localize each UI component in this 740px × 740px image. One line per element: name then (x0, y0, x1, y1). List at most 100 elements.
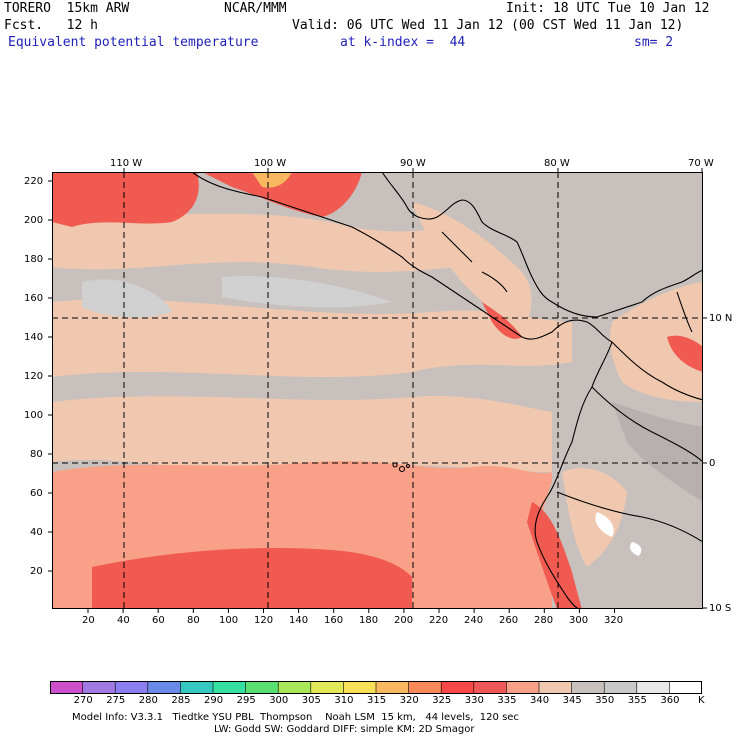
legend-unit: K (698, 695, 705, 706)
legend-label: 290 (204, 695, 224, 706)
legend-label: 340 (530, 695, 550, 706)
y-tick-80: 80 (30, 449, 43, 460)
coastline-pacific-central-america (191, 172, 613, 343)
lat-label-10s: 10 S (709, 603, 732, 614)
field-land-340-colombia (610, 282, 703, 402)
x-tick-180: 180 (359, 615, 379, 626)
y-tick-60: 60 (30, 488, 43, 499)
border-peru-brazil (591, 386, 703, 463)
map-frame (52, 172, 703, 609)
smoothing-label: sm= 2 (634, 35, 674, 50)
legend-swatch (278, 681, 312, 694)
legend-swatch (180, 681, 214, 694)
x-tick-120: 120 (254, 615, 274, 626)
x-tick-80: 80 (187, 615, 200, 626)
model-title: TORERO 15km ARW (4, 1, 130, 16)
lon-label-100w: 100 W (254, 158, 287, 169)
field-land-340-peru (562, 468, 627, 567)
field-patch-350-a (82, 279, 172, 318)
field-land-330-peru (527, 502, 582, 609)
y-tick-100: 100 (24, 410, 44, 421)
field-land-360-andes-b (630, 542, 642, 556)
y-tick-200: 200 (24, 215, 44, 226)
field-band-340-upper (52, 212, 572, 272)
legend-swatch (604, 681, 638, 694)
legend-label: 325 (432, 695, 452, 706)
legend-label: 280 (138, 695, 158, 706)
legend-swatch (310, 681, 344, 694)
lon-label-80w: 80 W (544, 158, 570, 169)
legend-label: 305 (301, 695, 321, 706)
legend-label: 295 (236, 695, 256, 706)
legend-swatch (669, 681, 702, 694)
legend-label: 275 (106, 695, 126, 706)
field-band-330-nw (52, 172, 199, 227)
legend-swatch (441, 681, 475, 694)
field-band-330-south (92, 547, 412, 609)
legend-swatch (115, 681, 149, 694)
x-tick-200: 200 (394, 615, 414, 626)
legend-swatch (376, 681, 410, 694)
x-tick-20: 20 (82, 615, 95, 626)
legend-label: 330 (464, 695, 484, 706)
x-tick-100: 100 (219, 615, 239, 626)
field-band-330-mexico (202, 172, 362, 217)
x-tick-280: 280 (534, 615, 554, 626)
y-tick-140: 140 (24, 332, 44, 343)
y-tick-160: 160 (24, 293, 44, 304)
x-tick-40: 40 (117, 615, 130, 626)
forecast-hour: Fcst. 12 h (4, 18, 98, 33)
x-tick-300: 300 (569, 615, 589, 626)
border-honduras-nicaragua (481, 271, 508, 293)
model-info-line1: Model Info: V3.3.1 Tiedtke YSU PBL Thomp… (72, 712, 519, 723)
legend-swatch (213, 681, 247, 694)
legend-label: 355 (627, 695, 647, 706)
legend-swatch (147, 681, 181, 694)
field-patch-350-b (222, 276, 392, 308)
legend-swatch (571, 681, 605, 694)
lon-label-70w: 70 W (688, 158, 714, 169)
border-peru-bolivia (556, 491, 703, 543)
lat-label-0: 0 (709, 458, 716, 469)
field-land-360-andes (595, 512, 614, 537)
legend-label: 335 (497, 695, 517, 706)
y-tick-220: 220 (24, 176, 44, 187)
legend-label: 315 (367, 695, 387, 706)
lat-label-10n: 10 N (709, 313, 733, 324)
field-land-330-costarica (482, 302, 522, 339)
lon-label-90w: 90 W (400, 158, 426, 169)
x-tick-160: 160 (324, 615, 344, 626)
field-name: Equivalent potential temperature (8, 35, 259, 50)
y-tick-40: 40 (30, 527, 43, 538)
legend-label: 310 (334, 695, 354, 706)
x-tick-320: 320 (604, 615, 624, 626)
legend-swatch (408, 681, 442, 694)
lon-label-110w: 110 W (110, 158, 143, 169)
x-tick-240: 240 (464, 615, 484, 626)
field-band-340-mid (52, 299, 572, 377)
legend-swatch (343, 681, 377, 694)
legend-swatch (82, 681, 116, 694)
level-label: at k-index = 44 (340, 35, 466, 50)
y-tick-20: 20 (30, 566, 43, 577)
legend-swatch (506, 681, 540, 694)
field-land-340-ca (412, 202, 532, 337)
legend-swatch (50, 681, 84, 694)
valid-time: Valid: 06 UTC Wed 11 Jan 12 (00 CST Wed … (292, 18, 684, 33)
center-label: NCAR/MMM (224, 1, 287, 16)
legend-label: 320 (399, 695, 419, 706)
x-tick-140: 140 (289, 615, 309, 626)
y-tick-120: 120 (24, 371, 44, 382)
coastline-caribbean (381, 172, 643, 318)
x-tick-220: 220 (429, 615, 449, 626)
border-colombia-ecuador (611, 341, 703, 401)
coastline-venezuela (641, 269, 703, 303)
legend-label: 285 (171, 695, 191, 706)
legend-label: 350 (595, 695, 615, 706)
field-land-330-venezuela (667, 335, 703, 372)
legend-label: 270 (73, 695, 93, 706)
theta-e-map (52, 172, 703, 609)
y-tick-180: 180 (24, 254, 44, 265)
x-tick-60: 60 (152, 615, 165, 626)
legend-colorbar (50, 681, 702, 694)
